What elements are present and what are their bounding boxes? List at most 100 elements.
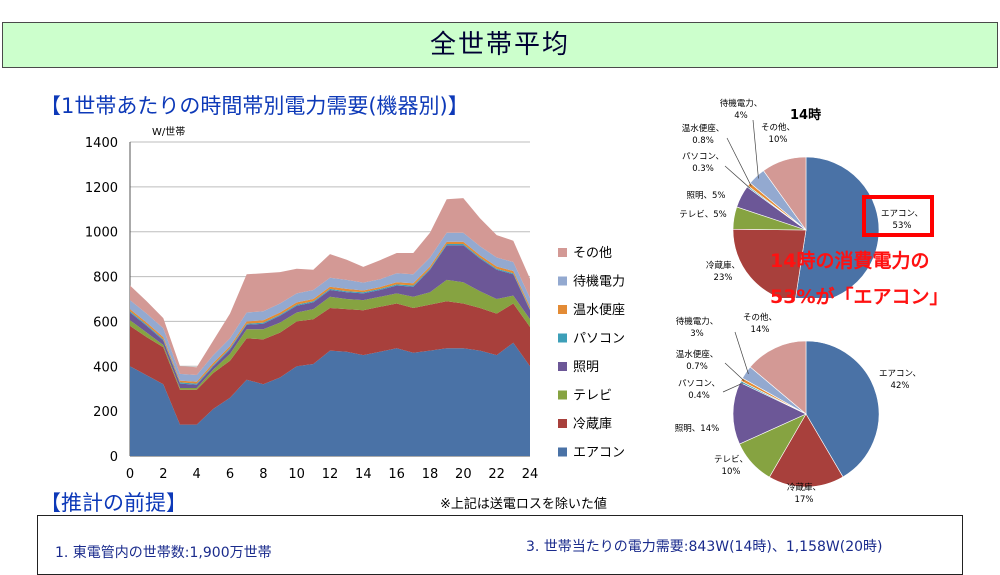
y-tick-label: 400 [93, 360, 118, 375]
y-tick-label: 200 [93, 405, 118, 420]
x-tick-label: 10 [288, 467, 305, 482]
y-tick-label: 600 [93, 315, 118, 330]
pie-label-standby: 待機電力、 [676, 316, 719, 327]
pie-pct-pc: 0.4% [688, 391, 710, 401]
x-tick-label: 4 [193, 467, 201, 482]
pie-label-aircon: エアコン、 [881, 209, 923, 219]
pie-leader-line [734, 331, 749, 375]
pie-pct-fridge: 17% [795, 495, 814, 505]
pie-pct-standby: 3% [690, 329, 704, 339]
pie-label-tv: テレビ、 [714, 455, 748, 465]
pie-label-other: その他、 [761, 122, 795, 133]
pie-pct-aircon: 42% [891, 381, 910, 391]
pie-label-light: 照明、14% [675, 424, 719, 434]
y-tick-label: 1400 [85, 136, 118, 151]
legend-swatch-aircon [558, 447, 567, 457]
section-title: 【1世帯あたりの時間帯別電力需要(機器別)】 [40, 94, 469, 118]
pie-slice-other [749, 340, 807, 415]
premise-box: 1. 東電管内の世帯数:1,900万世帯 3. 世帯当たりの電力需要:843W(… [37, 515, 963, 575]
pie-slice-light [732, 382, 807, 445]
pie-label-light: 照明、5% [687, 191, 726, 201]
pie-leader-line [752, 119, 759, 179]
x-tick-label: 6 [226, 467, 234, 482]
legend-label-aircon: エアコン [573, 446, 625, 461]
x-tick-label: 16 [388, 467, 405, 482]
legend-label-tv: テレビ [573, 389, 612, 404]
y-tick-label: 1200 [85, 181, 118, 196]
legend-label-light: 照明 [573, 360, 599, 375]
legend-swatch-tv [558, 390, 567, 400]
pie-pct-standby: 4% [734, 111, 748, 121]
pie-leader-line [726, 137, 752, 187]
area-series-fridge [130, 301, 530, 425]
pie-label-pc: パソコン、 [682, 152, 724, 162]
area-series-standby [130, 232, 530, 382]
x-tick-label: 24 [522, 467, 539, 482]
x-tick-label: 2 [159, 467, 167, 482]
legend-label-pc: パソコン [573, 332, 625, 347]
pie-label-pc: パソコン、 [678, 379, 720, 389]
pie-pct-aircon: 53% [893, 221, 912, 231]
pie-slice-aircon [805, 340, 880, 478]
pie-label-standby: 待機電力、 [720, 98, 763, 109]
x-tick-label: 14 [355, 467, 372, 482]
area-series-aircon [130, 342, 530, 456]
legend-swatch-standby [558, 276, 567, 286]
y-tick-label: 0 [110, 450, 118, 465]
pie-slice-fridge [768, 413, 844, 488]
y-tick-label: 1000 [85, 226, 118, 241]
x-tick-label: 12 [322, 467, 339, 482]
pie-label-washlet: 温水便座、 [682, 123, 725, 134]
legend-label-other: その他 [573, 246, 612, 261]
pie-leader-line [724, 165, 751, 189]
pie-title: 14時 [790, 107, 821, 123]
page-title: 全世帯平均 [429, 30, 570, 60]
legend-label-washlet: 温水便座 [573, 303, 625, 318]
pie-chart-20h: エアコン、 42% 冷蔵庫、 17% テレビ、 10% 照明、14% パソコン、 0.4% 温水便… [675, 312, 921, 505]
pie-label-fridge: 冷蔵庫、 [706, 260, 740, 271]
callout-line-2: 53%が「エアコン」 [770, 286, 949, 308]
callout-highlight-box [862, 195, 934, 237]
pie-label-fridge: 冷蔵庫、 [787, 482, 821, 493]
pie-pct-washlet: 0.8% [692, 136, 714, 146]
y-axis-label: W/世帯 [152, 125, 185, 138]
pie-pct-fridge: 23% [714, 273, 733, 283]
pie-pct-other: 14% [751, 325, 770, 335]
pie-pct-other: 10% [769, 135, 788, 145]
pie-label-other: その他、 [743, 312, 777, 323]
pie-leader-line [722, 382, 744, 393]
legend-swatch-fridge [558, 419, 567, 428]
pie-label-tv: テレビ、5% [679, 210, 727, 220]
legend-label-standby: 待機電力 [573, 275, 625, 290]
pie-slice-fridge [732, 228, 807, 298]
area-series-washlet [130, 241, 530, 384]
x-tick-label: 22 [488, 467, 505, 482]
legend-swatch-light [558, 362, 567, 371]
x-tick-label: 18 [422, 467, 439, 482]
legend-swatch-washlet [558, 305, 567, 314]
callout-line-1: 14時の消費電力の [770, 250, 930, 272]
pie-label-aircon: エアコン、 [879, 369, 921, 379]
area-series-light [130, 245, 530, 388]
pie-leader-line [724, 362, 745, 382]
title-banner: 全世帯平均 [2, 22, 998, 68]
x-tick-label: 20 [455, 467, 472, 482]
legend-swatch-pc [558, 333, 567, 343]
pie-pct-pc: 0.3% [692, 164, 714, 174]
x-tick-label: 0 [126, 467, 134, 482]
loss-note: ※上記は送電ロスを除いた値 [440, 497, 607, 512]
y-tick-label: 800 [93, 271, 118, 286]
premise-item-1: 1. 東電管内の世帯数:1,900万世帯 [55, 545, 272, 561]
pie-label-washlet: 温水便座、 [676, 349, 719, 360]
area-series-tv [130, 279, 530, 390]
premise-title: 【推計の前提】 [40, 491, 187, 515]
legend-swatch-other [558, 248, 567, 257]
x-tick-label: 8 [259, 467, 267, 482]
pie-pct-washlet: 0.7% [686, 362, 708, 372]
premise-item-3: 3. 世帯当たりの電力需要:843W(14時)、1,158W(20時) [526, 539, 883, 555]
legend-label-fridge: 冷蔵庫 [573, 417, 612, 432]
pie-pct-tv: 10% [722, 467, 741, 477]
area-series-other [130, 198, 530, 375]
